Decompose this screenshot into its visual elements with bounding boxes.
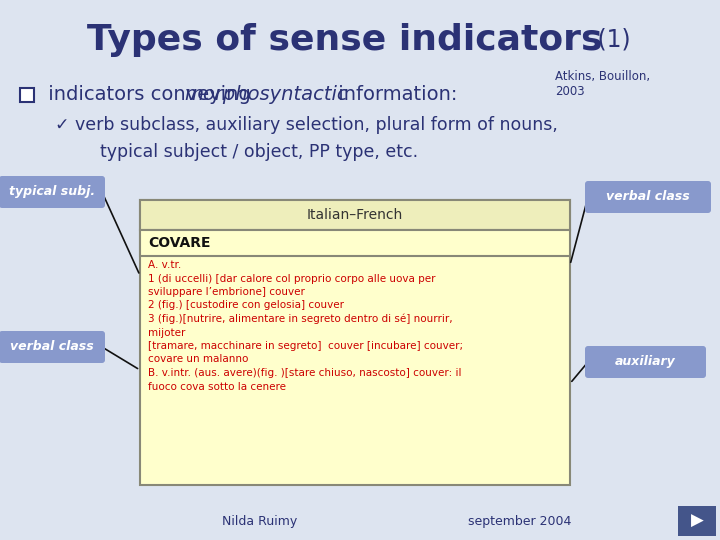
Text: A. v.tr.: A. v.tr. xyxy=(148,260,181,270)
FancyBboxPatch shape xyxy=(585,346,706,378)
FancyBboxPatch shape xyxy=(140,230,570,256)
Text: (1): (1) xyxy=(590,28,631,52)
FancyBboxPatch shape xyxy=(140,200,570,230)
Text: COVARE: COVARE xyxy=(148,236,210,250)
Text: indicators conveying: indicators conveying xyxy=(42,85,257,105)
FancyBboxPatch shape xyxy=(0,331,105,363)
Text: ✓ verb subclass, auxiliary selection, plural form of nouns,: ✓ verb subclass, auxiliary selection, pl… xyxy=(55,116,558,134)
Text: typical subject / object, PP type, etc.: typical subject / object, PP type, etc. xyxy=(100,143,418,161)
Text: september 2004: september 2004 xyxy=(468,516,572,529)
FancyBboxPatch shape xyxy=(140,200,570,485)
FancyBboxPatch shape xyxy=(20,88,34,102)
Text: Italian–French: Italian–French xyxy=(307,208,403,222)
Text: Types of sense indicators: Types of sense indicators xyxy=(87,23,603,57)
Text: fuoco cova sotto la cenere: fuoco cova sotto la cenere xyxy=(148,381,286,391)
Text: ▶: ▶ xyxy=(690,512,703,530)
Text: verbal class: verbal class xyxy=(606,191,690,204)
FancyBboxPatch shape xyxy=(585,181,711,213)
Text: Nilda Ruimy: Nilda Ruimy xyxy=(222,516,297,529)
Text: auxiliary: auxiliary xyxy=(615,355,676,368)
Text: morphosyntactic: morphosyntactic xyxy=(184,85,348,105)
Text: covare un malanno: covare un malanno xyxy=(148,354,248,364)
Text: 1 (di uccelli) [dar calore col proprio corpo alle uova per: 1 (di uccelli) [dar calore col proprio c… xyxy=(148,273,436,284)
Text: Atkins, Bouillon,
2003: Atkins, Bouillon, 2003 xyxy=(555,70,650,98)
Text: [tramare, macchinare in segreto]  couver [incubare] couver;: [tramare, macchinare in segreto] couver … xyxy=(148,341,463,351)
Text: information:: information: xyxy=(332,85,457,105)
FancyBboxPatch shape xyxy=(678,506,716,536)
Text: B. v.intr. (aus. avere)(fig. )[stare chiuso, nascosto] couver: il: B. v.intr. (aus. avere)(fig. )[stare chi… xyxy=(148,368,462,378)
Text: verbal class: verbal class xyxy=(10,341,94,354)
FancyBboxPatch shape xyxy=(0,176,105,208)
Text: 2 (fig.) [custodire con gelosia] couver: 2 (fig.) [custodire con gelosia] couver xyxy=(148,300,344,310)
Text: sviluppare l’embrione] couver: sviluppare l’embrione] couver xyxy=(148,287,305,297)
Text: mijoter: mijoter xyxy=(148,327,185,338)
Text: typical subj.: typical subj. xyxy=(9,186,95,199)
Text: 3 (fig.)[nutrire, alimentare in segreto dentro di sé] nourrir,: 3 (fig.)[nutrire, alimentare in segreto … xyxy=(148,314,453,325)
